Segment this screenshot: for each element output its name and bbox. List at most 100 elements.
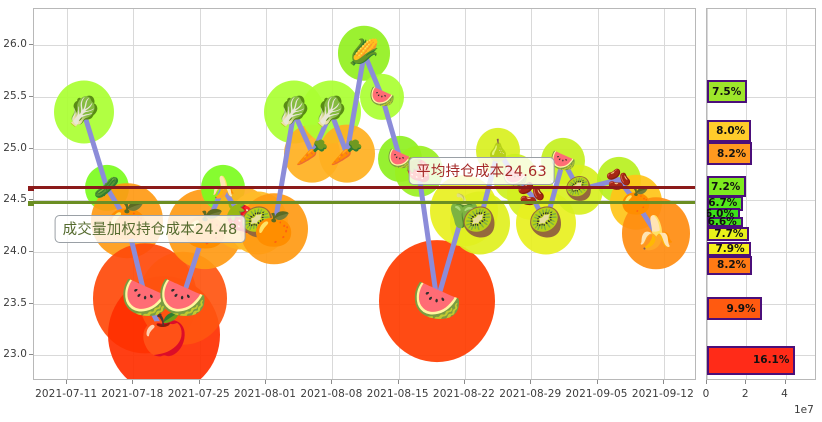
price-x-tick-label: 2021-07-11 — [35, 388, 98, 400]
price-panel: 🥬🥒🍊🍉🍎🍉🍊🍌🍓🥝🍊🥬🥕🥬🥕🌽🍉🍉🍓🍉🫑🥝🍐🍉🫘🥝🍉🥝🫘🍊🍌成交量加权持仓成本… — [33, 8, 696, 380]
average-cost-line — [34, 185, 695, 189]
price-x-tick-label: 2021-07-18 — [101, 388, 164, 400]
price-x-tick-mark — [662, 380, 664, 384]
price-y-tick-label: 23.0 — [3, 348, 27, 361]
volume-profile-bar[interactable]: 6.6% — [707, 216, 743, 228]
pea-marker: 🫘 — [605, 167, 632, 192]
volume-gridline-horizontal — [707, 45, 815, 47]
volume-axis-multiplier: 1e7 — [794, 404, 814, 416]
price-x-tick-mark — [463, 380, 465, 384]
watermelon-marker: 🍉 — [386, 146, 413, 171]
price-gridline-horizontal — [34, 355, 695, 357]
kiwi-marker: 🥝 — [240, 205, 276, 239]
price-gridline-vertical — [67, 9, 68, 379]
volume-profile-bar[interactable]: 7.5% — [707, 80, 748, 104]
volume-x-tick-mark — [745, 380, 747, 384]
price-x-tick-label: 2021-08-15 — [366, 388, 429, 400]
kiwi-marker: 🥝 — [461, 205, 498, 239]
price-x-tick-label: 2021-08-08 — [300, 388, 363, 400]
price-gridline-horizontal — [34, 251, 695, 253]
volume-profile-bar[interactable]: 8.2% — [707, 255, 753, 275]
banana-marker: 🍌 — [635, 214, 676, 253]
price-x-tick-mark — [198, 380, 200, 384]
price-y-tick-mark — [29, 95, 33, 97]
price-y-tick-mark — [29, 199, 33, 201]
watermelon-marker: 🍉 — [120, 275, 171, 322]
price-x-tick-mark — [596, 380, 598, 384]
corn-marker: 🌽 — [348, 38, 380, 68]
volume-gridline-vertical — [746, 9, 747, 379]
average-cost-annotation: 平均持仓成本24.63 — [408, 157, 555, 186]
price-y-tick-label: 25.0 — [3, 141, 27, 154]
watermelon-marker: 🍉 — [550, 148, 577, 173]
price-x-tick-mark — [331, 380, 333, 384]
volume-profile-bar[interactable]: 8.0% — [707, 119, 752, 143]
volume-profile-bar[interactable]: 16.1% — [707, 345, 796, 375]
volume-profile-panel: 7.5% 8.0% 8.2% 7.2% 6.7% 6.0% 6.6% 7.7% 7.9% 8.2%… — [706, 8, 816, 380]
volume-profile-bar-label: 6.0% — [706, 207, 734, 220]
radish-marker: 🥬 — [313, 95, 349, 129]
volume-profile-bar-label: 7.5% — [712, 85, 742, 98]
volume-profile-bar-label: 7.2% — [711, 180, 741, 193]
price-x-tick-mark — [132, 380, 134, 384]
volume-gridline-horizontal — [707, 148, 815, 150]
price-gridline-vertical — [664, 9, 665, 379]
volume-profile-bar[interactable]: 7.7% — [707, 227, 750, 242]
price-y-tick-mark — [29, 354, 33, 356]
pea-marker: 🫘 — [517, 181, 546, 208]
price-y-tick-label: 25.5 — [3, 89, 27, 102]
price-y-tick-label: 23.5 — [3, 296, 27, 309]
price-y-tick-label: 26.0 — [3, 38, 27, 51]
volume-profile-bar[interactable]: 9.9% — [707, 297, 762, 321]
price-plot-area: 🥬🥒🍊🍉🍎🍉🍊🍌🍓🥝🍊🥬🥕🥬🥕🌽🍉🍉🍓🍉🫑🥝🍐🍉🫘🥝🍉🥝🫘🍊🍌成交量加权持仓成本… — [33, 8, 696, 380]
price-x-tick-label: 2021-08-01 — [234, 388, 297, 400]
volume-profile-bar[interactable]: 7.2% — [707, 176, 747, 198]
volume-gridline-horizontal — [707, 200, 815, 202]
volume-weighted-cost-line — [34, 201, 695, 205]
price-x-tick-mark — [265, 380, 267, 384]
price-x-tick-label: 2021-07-25 — [167, 388, 230, 400]
carrot-marker: 🥕 — [330, 137, 364, 169]
price-x-tick-mark — [397, 380, 399, 384]
price-y-tick-label: 24.5 — [3, 193, 27, 206]
volume-x-tick-mark — [784, 380, 786, 384]
volume-profile-bar-label: 16.1% — [752, 354, 790, 367]
volume-x-tick-label: 4 — [781, 388, 788, 400]
price-y-tick-mark — [29, 250, 33, 252]
volume-weighted-cost-annotation: 成交量加权持仓成本24.48 — [54, 215, 246, 244]
watermelon-marker: 🍉 — [157, 275, 208, 322]
price-y-tick-label: 24.0 — [3, 244, 27, 257]
pear-marker: 🍐 — [485, 138, 512, 163]
volume-weighted-cost-line-axis-marker — [28, 201, 34, 207]
price-series-line — [81, 50, 659, 337]
price-y-tick-mark — [29, 147, 33, 149]
volume-gridline-horizontal — [707, 251, 815, 253]
price-gridline-horizontal — [34, 303, 695, 305]
volume-profile-bar[interactable]: 8.2% — [707, 142, 753, 166]
watermelon-marker: 🍉 — [369, 84, 396, 109]
volume-profile-bar-label: 8.0% — [716, 124, 746, 137]
price-gridline-horizontal — [34, 200, 695, 202]
orange-marker: 🍊 — [253, 209, 295, 248]
price-x-tick-label: 2021-08-29 — [499, 388, 562, 400]
radish-marker: 🥬 — [276, 95, 312, 129]
price-gridline-vertical — [332, 9, 333, 379]
volume-profile-bar-label: 6.7% — [708, 197, 738, 210]
volume-profile-bar-label: 8.2% — [717, 147, 747, 160]
volume-gridline-horizontal — [707, 96, 815, 98]
volume-x-tick-label: 2 — [741, 388, 749, 400]
average-cost-line-axis-marker — [28, 185, 34, 191]
kiwi-marker: 🥝 — [564, 176, 594, 203]
price-x-tick-label: 2021-08-22 — [432, 388, 495, 400]
price-x-tick-label: 2021-09-05 — [565, 388, 628, 400]
volume-profile-bar-label: 7.9% — [715, 242, 745, 255]
carrot-marker: 🥕 — [295, 137, 330, 169]
volume-profile-bar-label: 9.9% — [726, 302, 756, 315]
radish-marker: 🥬 — [65, 95, 102, 129]
price-x-tick-mark — [530, 380, 532, 384]
volume-profile-bar[interactable]: 7.9% — [707, 241, 751, 256]
price-y-tick-mark — [29, 44, 33, 46]
price-x-tick-label: 2021-09-12 — [631, 388, 694, 400]
volume-profile-bar-label: 7.7% — [714, 228, 744, 241]
